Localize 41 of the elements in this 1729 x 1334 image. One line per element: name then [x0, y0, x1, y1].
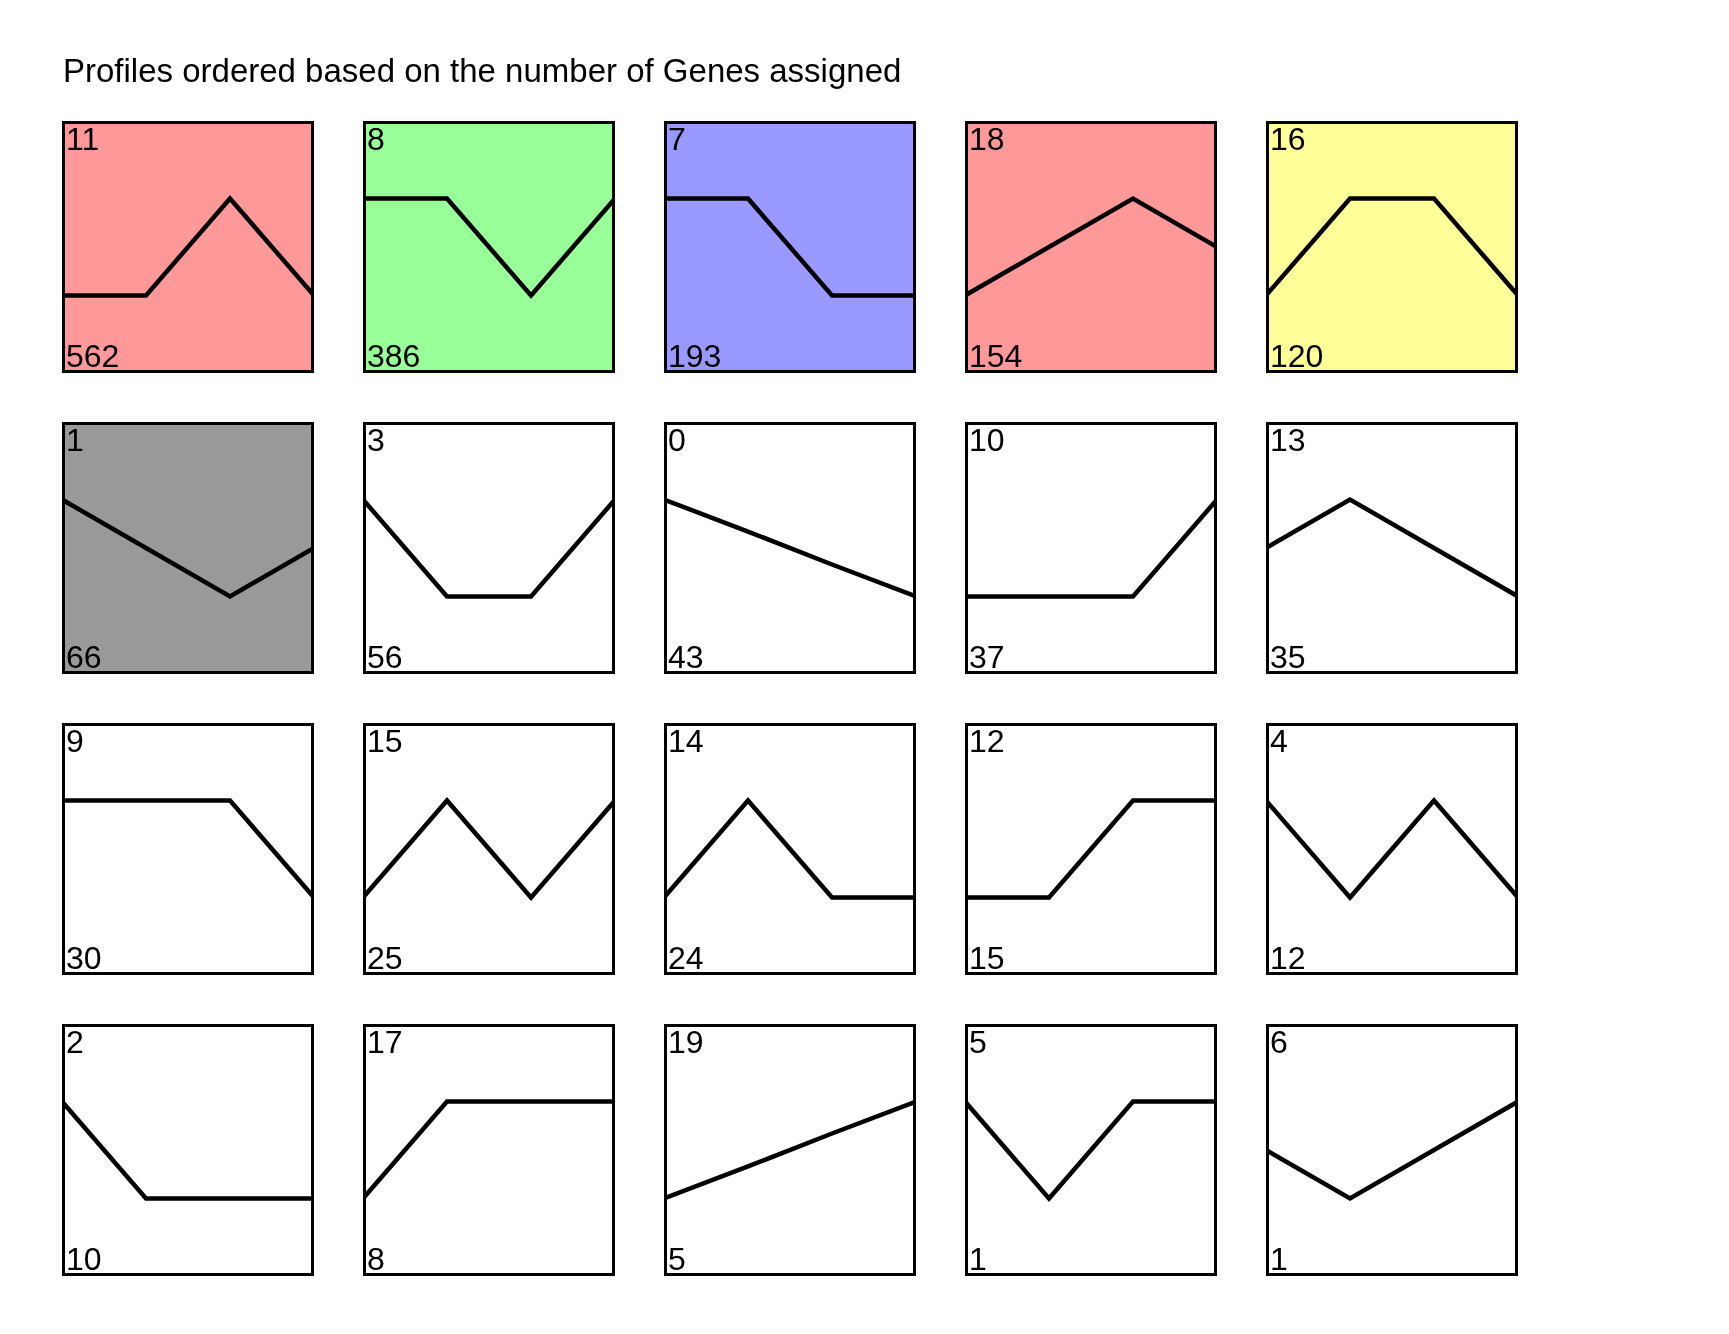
- text: 5: [969, 1023, 987, 1060]
- text: 35: [1270, 639, 1306, 675]
- text: 10: [66, 1241, 102, 1277]
- text: 4: [1270, 722, 1288, 759]
- text: 30: [66, 940, 102, 976]
- text: 1: [1270, 1241, 1288, 1277]
- text: 3: [367, 421, 385, 458]
- text: 386: [367, 338, 421, 374]
- text: 6: [1270, 1023, 1288, 1060]
- text: 5: [668, 1241, 686, 1277]
- text: Profiles ordered based on the number of Genes assigned: [63, 52, 902, 90]
- text: 43: [668, 639, 704, 675]
- text: 1: [969, 1241, 987, 1277]
- text: 7: [668, 120, 686, 157]
- text: 154: [969, 338, 1023, 374]
- text: 25: [367, 940, 403, 976]
- text: 19: [668, 1023, 704, 1060]
- text: 37: [969, 639, 1005, 675]
- text: 18: [969, 120, 1005, 157]
- text: 8: [367, 1241, 385, 1277]
- text: 13: [1270, 421, 1306, 458]
- text: 10: [969, 421, 1005, 458]
- text: 8: [367, 120, 385, 157]
- text: 1: [66, 421, 84, 458]
- text: 0: [668, 421, 686, 458]
- text: 120: [1270, 338, 1324, 374]
- text: 2: [66, 1023, 84, 1060]
- text: 193: [668, 338, 722, 374]
- text: 24: [668, 940, 704, 976]
- text: 12: [969, 722, 1005, 759]
- text: 9: [66, 722, 84, 759]
- text: 66: [66, 639, 102, 675]
- text: 14: [668, 722, 704, 759]
- text: 12: [1270, 940, 1306, 976]
- text: 16: [1270, 120, 1306, 157]
- text: 15: [367, 722, 403, 759]
- text: 56: [367, 639, 403, 675]
- text: 562: [66, 338, 120, 374]
- text: 17: [367, 1023, 403, 1060]
- text: 11: [66, 120, 100, 157]
- text: 15: [969, 940, 1005, 976]
